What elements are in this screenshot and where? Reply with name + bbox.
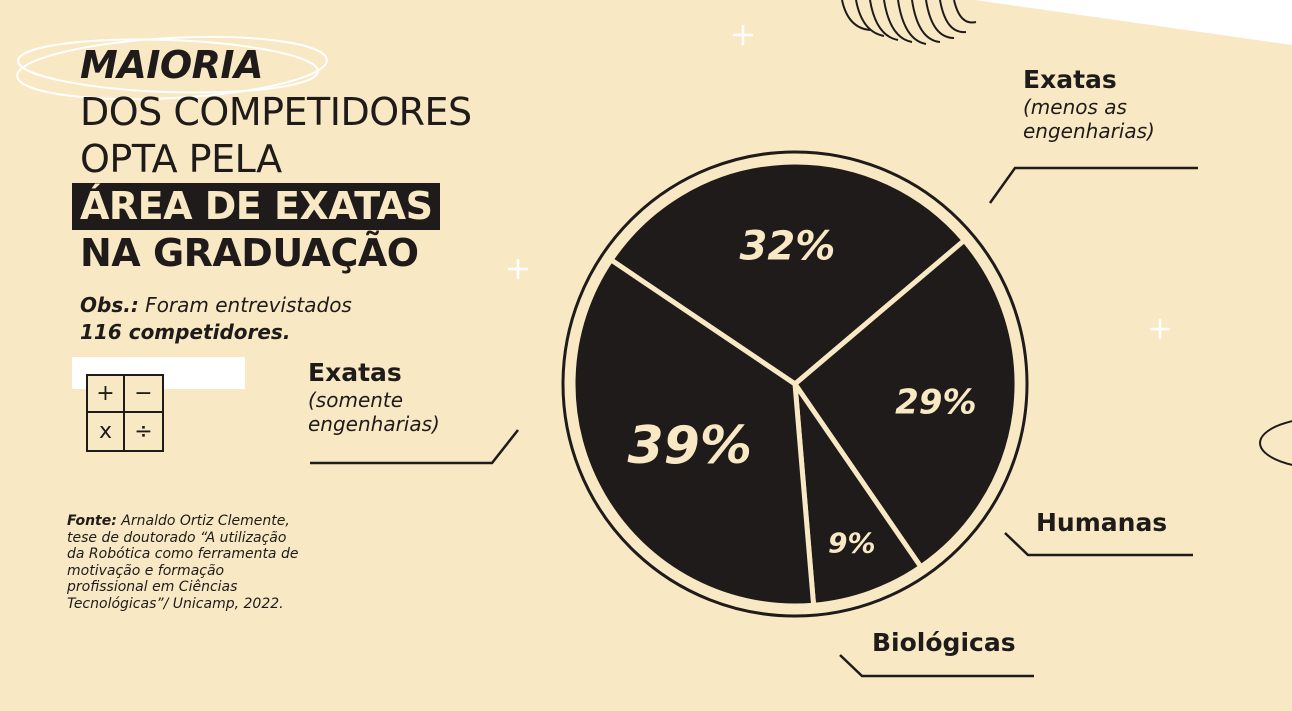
title-line-2: DOS COMPETIDORES (80, 90, 472, 134)
right-edge-circle (1259, 420, 1292, 466)
pie-slice (608, 159, 967, 387)
obs-text: Foram entrevistados (138, 293, 352, 317)
leader-humanas (1004, 532, 1193, 557)
title-line-3: OPTA PELA (80, 137, 282, 181)
times-icon: x (88, 413, 125, 450)
source-text: Arnaldo Ortiz Clemente, tese de doutorad… (67, 513, 299, 612)
slice-percent-label: 32% (740, 224, 836, 270)
label-biologicas-name: Biológicas (872, 628, 1016, 657)
slice-percent-label: 29% (895, 383, 976, 423)
plus-icon: + (88, 376, 125, 413)
divide-icon: ÷ (134, 419, 153, 444)
pie-slice (570, 257, 817, 609)
title-line-1: MAIORIA (80, 43, 263, 87)
calculator-icon: + − x ÷ (86, 374, 164, 452)
label-humanas-name: Humanas (1036, 508, 1168, 537)
title-highlight: ÁREA DE EXATAS (72, 183, 441, 230)
label-biologicas: Biológicas (872, 628, 1016, 658)
observation-note: Obs.: Foram entrevistados 116 competidor… (80, 292, 352, 346)
label-exatas-menos-sub: (menos as engenharias) (1023, 95, 1155, 143)
obs-label: Obs.: (80, 293, 139, 317)
scribble-lines (841, 0, 977, 45)
source-label: Fonte: (67, 513, 117, 529)
pie-outer-ring (561, 150, 1029, 618)
leader-lines (310, 166, 1198, 678)
leader-exatas-somente (310, 429, 519, 465)
label-exatas-menos-name: Exatas (1023, 65, 1117, 94)
pie-slice (792, 237, 1020, 570)
label-exatas-menos: Exatas (menos as engenharias) (1023, 65, 1223, 143)
title-line-5: NA GRADUAÇÃO (80, 231, 419, 275)
page-title: MAIORIA DOS COMPETIDORES OPTA PELA ÁREA … (72, 42, 472, 277)
leader-exatas-menos (988, 166, 1198, 204)
sparkle-icons (507, 24, 1171, 340)
minus-icon: − (125, 376, 162, 413)
title-scribble-circle (16, 35, 328, 101)
label-exatas-somente-name: Exatas (308, 358, 402, 387)
label-exatas-somente: Exatas (somente engenharias) (308, 358, 508, 436)
white-corner-shape (975, 0, 1292, 45)
slice-percent-label: 39% (627, 416, 751, 476)
slice-percent-label: 9% (828, 526, 876, 559)
label-exatas-somente-sub: (somente engenharias) (308, 388, 440, 436)
obs-count: 116 competidores. (80, 320, 291, 344)
source-note: Fonte: Arnaldo Ortiz Clemente, tese de d… (67, 513, 307, 612)
leader-biologicas (839, 654, 1034, 678)
pie-slice (792, 381, 924, 608)
label-humanas: Humanas (1036, 508, 1167, 538)
